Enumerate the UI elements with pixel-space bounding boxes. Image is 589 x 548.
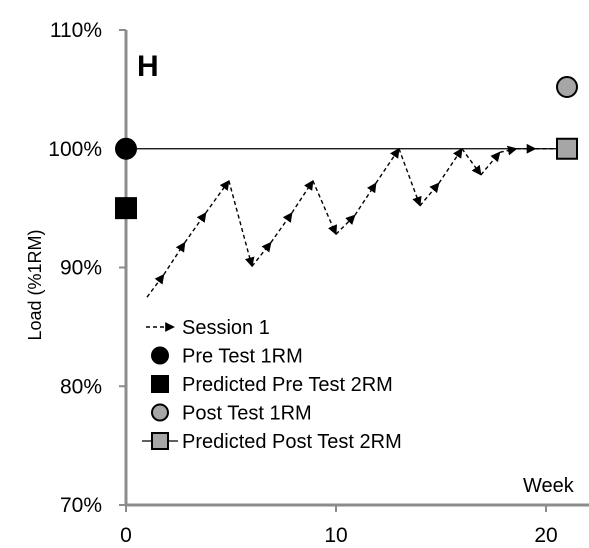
session-1-segment: [163, 241, 186, 276]
session-1-segment: [270, 212, 293, 243]
legend-symbol-square: [151, 432, 169, 450]
legend-label: Predicted Post Test 2RM: [182, 431, 402, 453]
legend-label: Pre Test 1RM: [182, 346, 303, 368]
legend-label: Session 1: [182, 317, 270, 339]
legend-label: Post Test 1RM: [182, 403, 312, 425]
x-tick-label: 0: [120, 524, 132, 547]
y-axis-title: Load (%1RM): [25, 229, 45, 340]
session-1-segment: [184, 212, 207, 243]
session-1-segment: [291, 179, 314, 214]
panel-label: H: [137, 50, 159, 83]
session-1-segment: [354, 182, 377, 216]
axes-layer: 70% 80% 90% 100% 110% 0 10 20: [48, 19, 589, 547]
session-1-segment: [228, 180, 255, 268]
session-1-segment: [335, 214, 356, 235]
y-tick-label: 70%: [60, 494, 102, 517]
x-tick-label: 10: [324, 524, 347, 547]
y-tick-label: 90%: [60, 257, 102, 280]
marker-circle: [556, 76, 578, 98]
session-1-segment: [375, 147, 400, 184]
session-1-segment: [312, 180, 337, 236]
session-1-segment: [461, 148, 482, 176]
legend-symbol-circle: [151, 346, 169, 365]
session-1-segment: [419, 182, 440, 207]
legend-symbol-circle: [151, 403, 169, 422]
x-tick-label: 20: [534, 524, 557, 547]
session-1-segment: [146, 273, 165, 298]
marker-square: [115, 197, 137, 220]
session-1-segment: [499, 145, 518, 156]
legend: Session 1 Pre Test 1RM Predicted Pre Test …: [142, 317, 402, 453]
plot-layer: [115, 76, 578, 298]
session-1-segment: [438, 147, 463, 184]
session-1-segment: [480, 151, 501, 176]
y-tick-label: 110%: [50, 19, 102, 42]
session-1-segment: [205, 180, 230, 214]
legend-symbol-square: [151, 375, 169, 393]
marker-square: [556, 137, 578, 160]
session-1-segment: [251, 241, 272, 267]
x-unit-label: Week: [523, 475, 575, 497]
y-tick-label: 100%: [48, 138, 102, 161]
legend-label: Predicted Pre Test 2RM: [182, 374, 393, 396]
y-tick-label: 80%: [60, 375, 102, 398]
session-1-segment: [398, 148, 422, 207]
marker-circle: [115, 137, 137, 160]
